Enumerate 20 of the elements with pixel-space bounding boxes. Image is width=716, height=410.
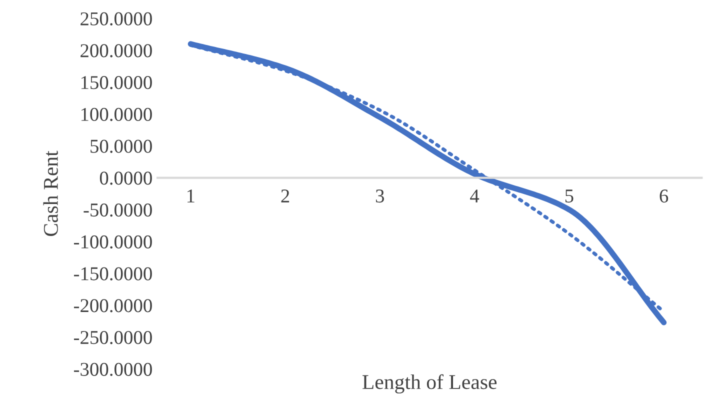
y-tick-label: -100.0000 (74, 235, 152, 249)
y-tick-label: -150.0000 (74, 267, 152, 280)
x-tick-label: 6 (660, 190, 668, 203)
y-tick-label: 200.0000 (80, 44, 152, 58)
y-tick-label: 100.0000 (81, 108, 152, 122)
y-tick-label: 0.0000 (100, 172, 152, 185)
y-tick-label: 50.0000 (90, 140, 152, 153)
x-axis-title: Length of Lease (362, 374, 497, 394)
y-tick-label: -200.0000 (74, 299, 152, 312)
y-axis-title: Cash Rent (43, 150, 58, 236)
x-tick-label: 3 (376, 190, 384, 203)
x-tick-label: 2 (281, 190, 290, 202)
y-tick-label: 250.0000 (80, 12, 152, 26)
x-tick-label: 5 (565, 190, 574, 203)
y-tick-label: 150.0000 (81, 76, 152, 90)
x-tick-label: 4 (470, 190, 480, 202)
y-tick-label: -50.0000 (84, 203, 152, 217)
y-tick-label: -300.0000 (74, 362, 152, 376)
x-tick-label: 1 (187, 190, 194, 202)
y-tick-label: -250.0000 (74, 330, 152, 344)
